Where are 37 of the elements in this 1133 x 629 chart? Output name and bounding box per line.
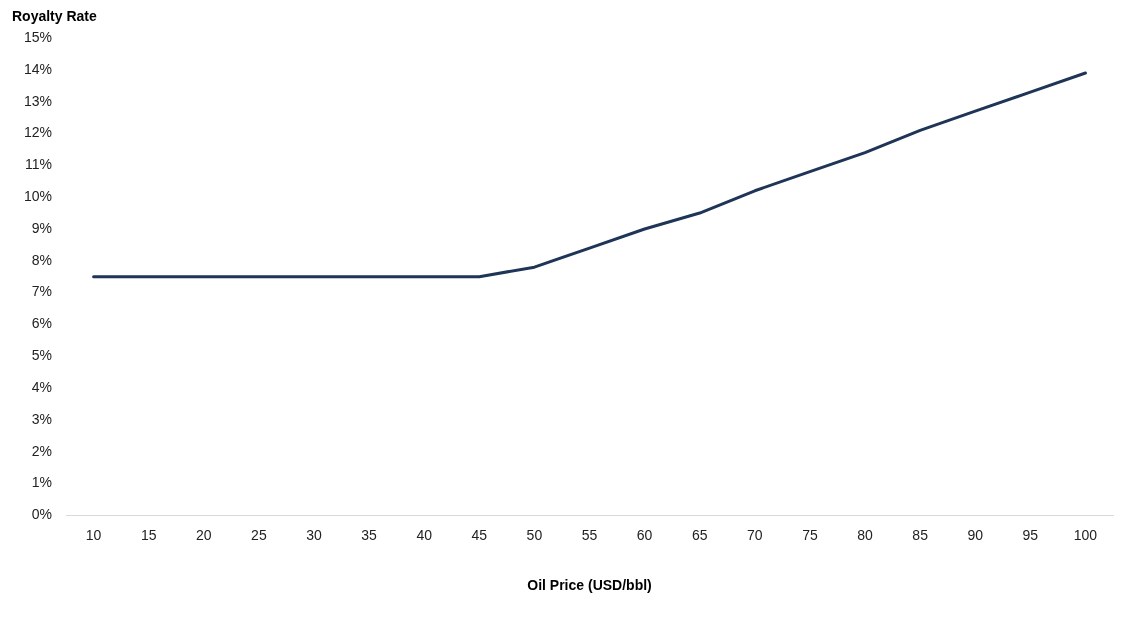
x-tick-label: 45: [471, 526, 488, 543]
x-tick-label: 35: [361, 526, 378, 543]
x-tick-label: 25: [251, 526, 267, 543]
x-tick-label: 55: [581, 526, 598, 543]
x-tick-label: 100: [1073, 526, 1098, 543]
y-tick-label: 7%: [31, 283, 53, 300]
x-tick-label: 70: [747, 526, 763, 543]
y-tick-label: 1%: [31, 474, 53, 491]
y-tick-label: 0%: [31, 506, 53, 523]
x-axis-title: Oil Price (USD/bbl): [527, 577, 652, 594]
y-tick-label: 3%: [31, 410, 53, 427]
y-tick-label: 5%: [31, 347, 53, 364]
x-tick-label: 65: [691, 526, 708, 543]
y-tick-label: 9%: [31, 219, 53, 236]
y-tick-label: 10%: [23, 187, 53, 204]
y-tick-label: 13%: [23, 92, 53, 109]
x-tick-label: 60: [636, 526, 653, 543]
x-tick-label: 85: [912, 526, 929, 543]
x-tick-label: 75: [802, 526, 818, 543]
y-tick-label: 15%: [23, 28, 53, 45]
x-tick-label: 40: [416, 526, 433, 543]
x-tick-label: 50: [526, 526, 543, 543]
y-tick-label: 14%: [23, 60, 53, 77]
y-tick-label: 12%: [23, 124, 53, 141]
x-tick-label: 30: [306, 526, 322, 543]
x-tick-label: 15: [140, 526, 157, 543]
x-tick-label: 90: [967, 526, 984, 543]
y-tick-label: 4%: [31, 378, 53, 395]
y-tick-label: 11%: [25, 156, 53, 173]
y-tick-label: 2%: [31, 442, 53, 459]
x-tick-label: 20: [195, 526, 212, 543]
x-tick-label: 10: [85, 526, 102, 543]
y-tick-label: 8%: [31, 251, 53, 268]
x-tick-label: 95: [1022, 526, 1039, 543]
y-axis-title: Royalty Rate: [12, 7, 98, 24]
y-tick-label: 6%: [31, 315, 53, 332]
x-tick-label: 80: [857, 526, 874, 543]
